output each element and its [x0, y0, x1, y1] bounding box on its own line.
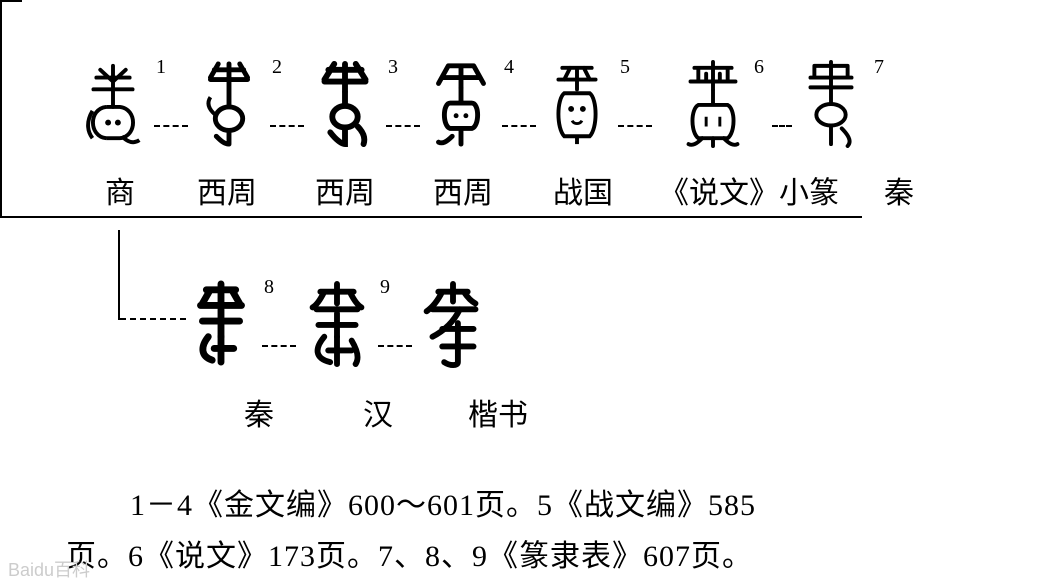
glyph-4: 4 [426, 60, 496, 148]
period-label: 楷书 [438, 390, 558, 434]
period-label: 汉 [318, 390, 438, 434]
glyph-6: 6 [668, 60, 758, 148]
period-label: 秦 [200, 390, 318, 434]
period-labels-row1: 商 西周 西周 西周 战国 《说文》小篆 秦 [72, 168, 944, 212]
glyph-index-9: 9 [380, 276, 390, 299]
glyph-2: 2 [194, 60, 264, 148]
caption-line-2: 页。6《说文》173页。7、8、9《篆隶表》607页。 [66, 531, 1010, 582]
dash-connector [772, 125, 792, 127]
dash-connector [502, 125, 536, 127]
glyph-cell-3: 3 [310, 60, 380, 148]
connector-segment [118, 230, 120, 320]
glyph-1: 1 [78, 60, 148, 148]
period-label: 西周 [286, 168, 404, 212]
period-label: 商 [72, 168, 168, 212]
glyph-index-8: 8 [264, 276, 274, 299]
glyph-row-1: 1 2 3 4 5 6 7 [78, 60, 866, 148]
dash-connector [378, 345, 412, 347]
period-label: 西周 [404, 168, 522, 212]
glyph-cell-4: 4 [426, 60, 496, 148]
glyph-8: 8 [186, 280, 256, 368]
glyph-cell-6: 6 [658, 60, 768, 148]
glyph-cell-10 [418, 280, 488, 368]
dash-connector [154, 125, 188, 127]
figure-caption: 1－4《金文编》600～601页。5《战文编》585 页。6《说文》173页。7… [130, 480, 1010, 582]
glyph-cell-8: 8 [186, 280, 256, 368]
glyph-index-2: 2 [272, 56, 282, 79]
glyph-7: 7 [796, 60, 866, 148]
dash-connector [120, 318, 186, 320]
glyph-cell-9: 9 [302, 280, 372, 368]
glyph-10 [418, 280, 488, 368]
period-label: 战国 [522, 168, 644, 212]
glyph-index-3: 3 [388, 56, 398, 79]
glyph-9: 9 [302, 280, 372, 368]
caption-line-1: 1－4《金文编》600～601页。5《战文编》585 [130, 480, 1010, 531]
glyph-cell-2: 2 [194, 60, 264, 148]
dash-connector [618, 125, 652, 127]
glyph-cell-1: 1 [78, 60, 148, 148]
period-label: 西周 [168, 168, 286, 212]
connector-segment [0, 0, 22, 2]
glyph-index-5: 5 [620, 56, 630, 79]
glyph-row-2: 8 9 [186, 280, 488, 368]
dash-connector [386, 125, 420, 127]
glyph-index-1: 1 [156, 56, 166, 79]
watermark: Baidu百科 [8, 556, 90, 582]
connector-segment [0, 216, 862, 218]
glyph-cell-5: 5 [542, 60, 612, 148]
period-label: 秦 [854, 168, 944, 212]
glyph-index-6: 6 [754, 56, 764, 79]
period-labels-row2: 秦 汉 楷书 [200, 390, 558, 434]
period-label: 《说文》小篆 [644, 168, 854, 212]
dash-connector [270, 125, 304, 127]
glyph-3: 3 [310, 60, 380, 148]
figure-root: 1 2 3 4 5 6 7 商 西周 西周 西周 战国 《说文》小篆 [0, 0, 1043, 588]
glyph-5: 5 [542, 60, 612, 148]
connector-segment [0, 2, 2, 216]
glyph-index-7: 7 [874, 56, 884, 79]
glyph-index-4: 4 [504, 56, 514, 79]
dash-connector [262, 345, 296, 347]
glyph-cell-7: 7 [796, 60, 866, 148]
